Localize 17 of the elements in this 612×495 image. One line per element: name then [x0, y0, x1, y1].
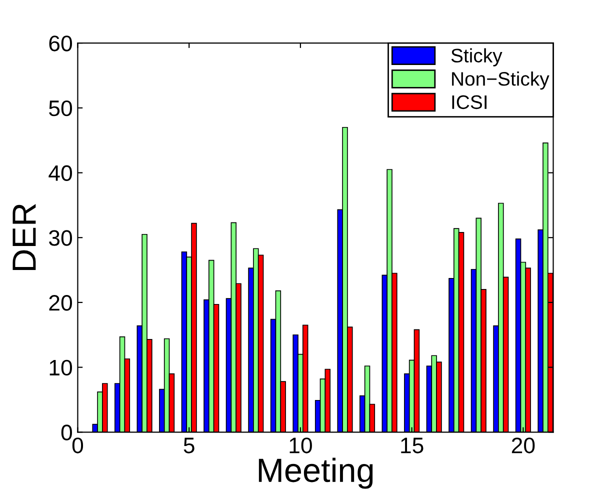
x-tick-label: 20: [512, 438, 535, 454]
y-tick-label: 40: [48, 165, 72, 182]
x-axis-title: Meeting: [258, 458, 373, 489]
y-axis-title: DER: [12, 204, 36, 270]
y-tick-label: 30: [48, 230, 72, 246]
x-tick-label: 5: [184, 438, 194, 454]
y-tick-label: 0: [61, 424, 72, 440]
legend-label: ICSI: [452, 95, 486, 110]
y-tick-label: 10: [50, 360, 72, 376]
y-tick-label: 60: [49, 36, 72, 52]
y-tick-label: 20: [49, 294, 72, 311]
x-tick-label: 10: [290, 438, 312, 454]
legend-label: Sticky: [451, 48, 502, 66]
x-tick-label: 15: [401, 438, 424, 454]
y-tick-label: 50: [49, 100, 72, 116]
x-tick-label: 0: [72, 438, 84, 454]
legend-label: Non−Sticky: [452, 72, 550, 90]
